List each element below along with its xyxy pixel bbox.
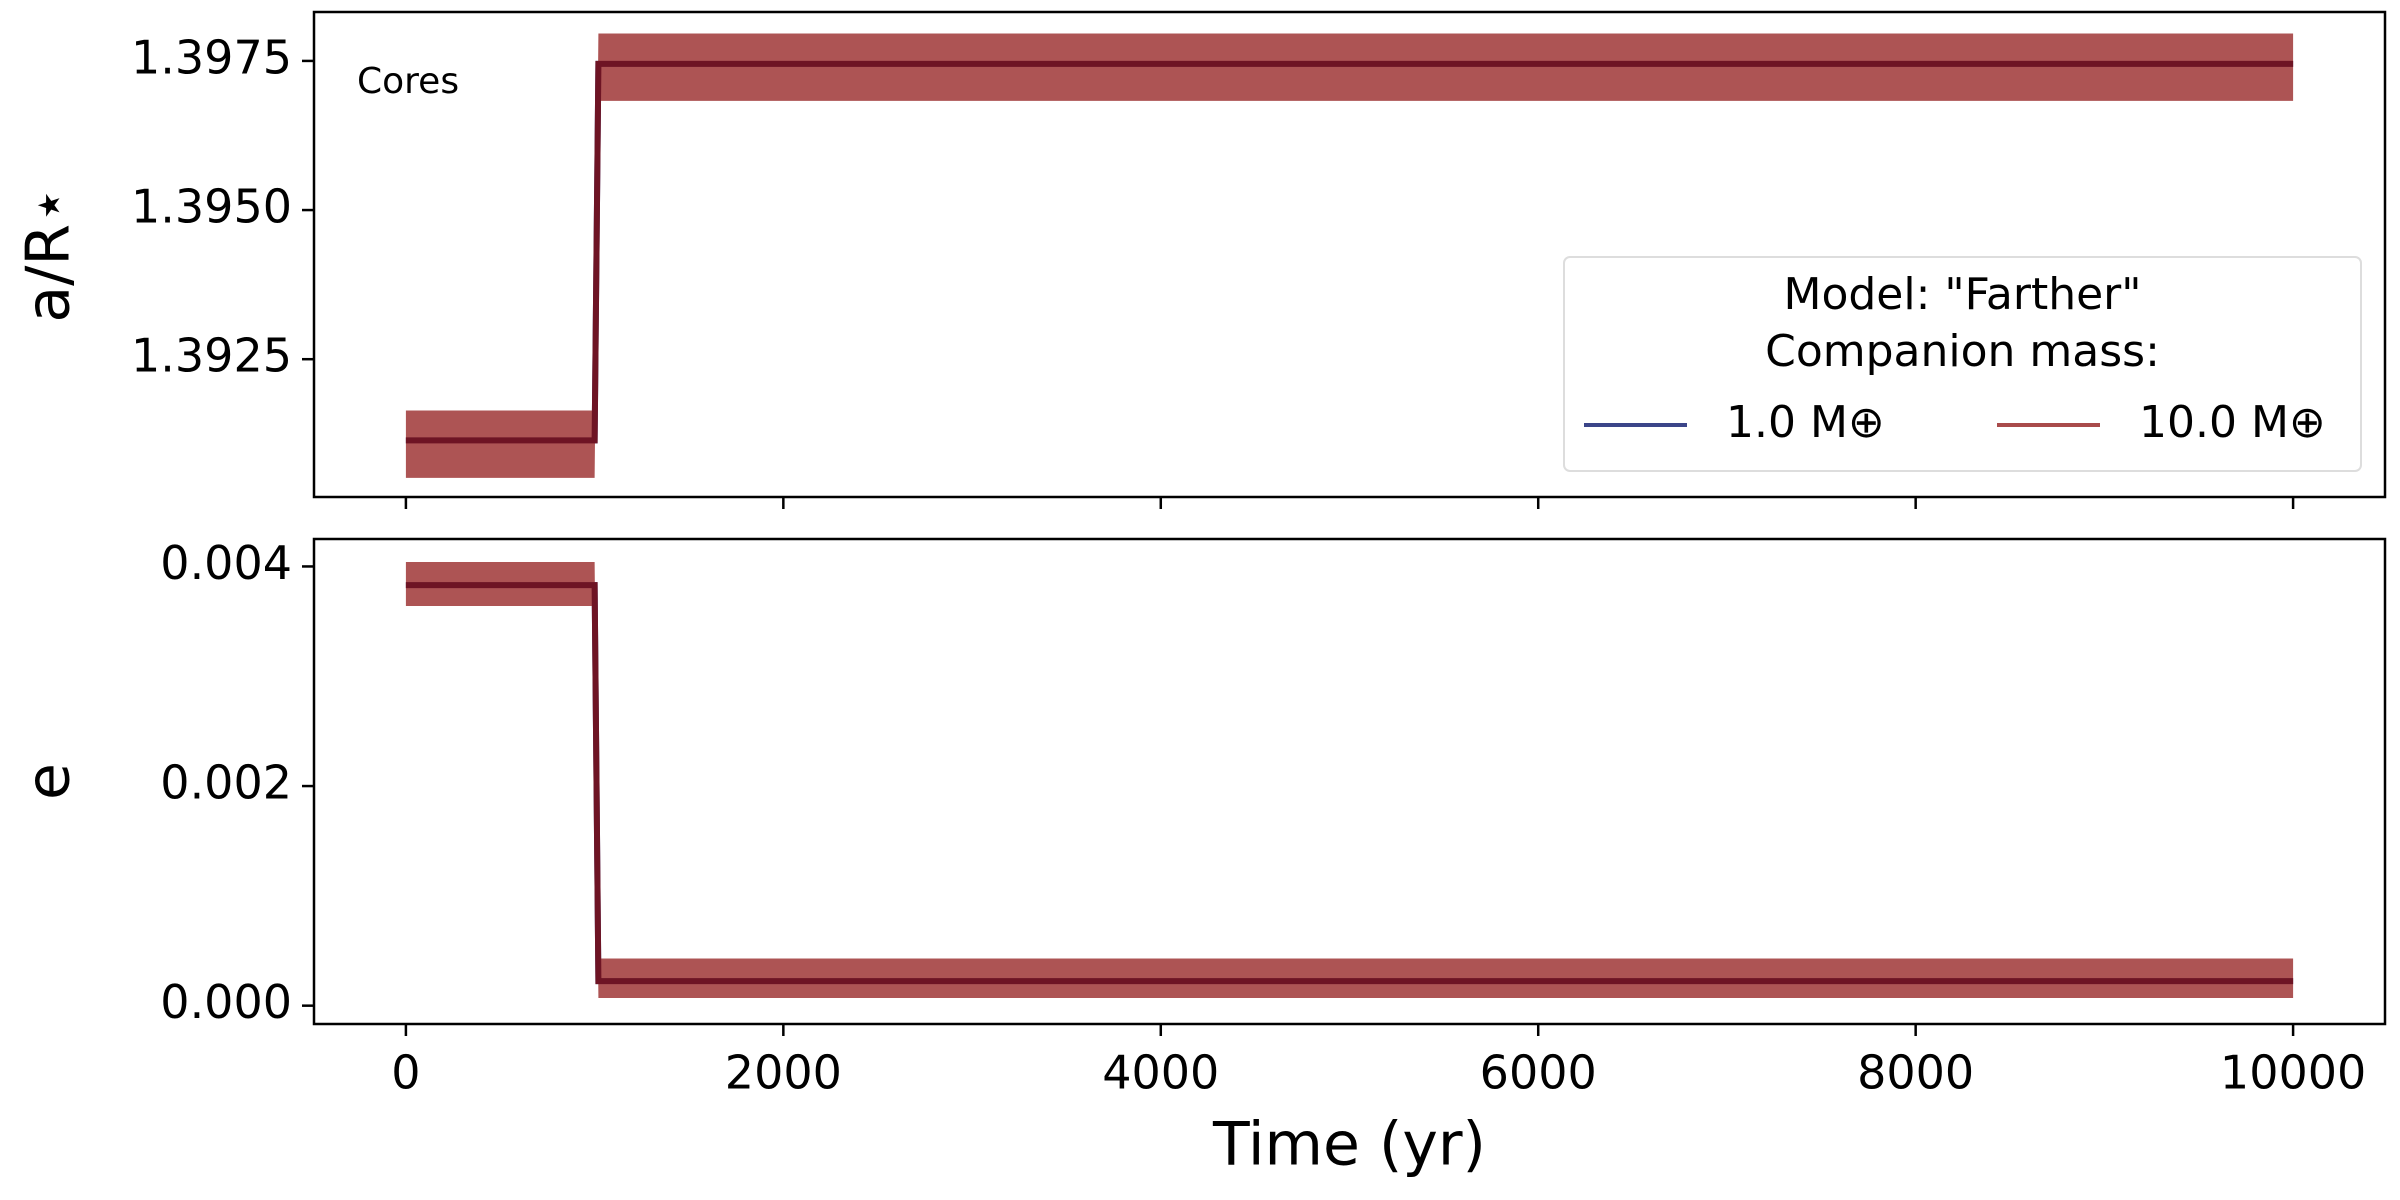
x-tick-label: 4000: [1102, 1046, 1219, 1100]
y-tick-label: 0.004: [160, 536, 292, 590]
legend-title: Companion mass:: [1765, 326, 2160, 377]
band: [405, 562, 2294, 998]
x-tick-label: 0: [391, 1046, 420, 1100]
series-line: [405, 582, 2294, 985]
legend-label: 1.0 M⊕: [1726, 397, 1885, 448]
y-axis-label: a/R⋆: [14, 186, 84, 322]
y-tick-label: 1.3925: [131, 329, 292, 383]
y-tick-label: 0.002: [160, 756, 292, 810]
axes-frame: [312, 10, 2387, 499]
x-tick-label: 8000: [1857, 1046, 1974, 1100]
x-axis-label: Time (yr): [1212, 1110, 1486, 1180]
annotation: Cores: [357, 61, 459, 102]
legend-box: [1563, 256, 2362, 472]
x-tick-label: 6000: [1480, 1046, 1597, 1100]
plot-area: [405, 33, 2294, 478]
axes-frame: [312, 537, 2387, 1026]
y-tick-label: 0.000: [160, 975, 292, 1029]
y-tick-label: 1.3950: [131, 180, 292, 234]
y-tick-label: 1.3975: [131, 30, 292, 84]
legend-title: Model: "Farther": [1783, 269, 2141, 320]
y-axis-label: e: [14, 763, 84, 800]
legend-label: 10.0 M⊕: [2139, 397, 2326, 448]
x-tick-label: 2000: [725, 1046, 842, 1100]
series-line: [405, 60, 2294, 444]
plot-area: [405, 562, 2294, 998]
series-line: [405, 582, 2294, 985]
x-tick-label: 10000: [2220, 1046, 2366, 1100]
